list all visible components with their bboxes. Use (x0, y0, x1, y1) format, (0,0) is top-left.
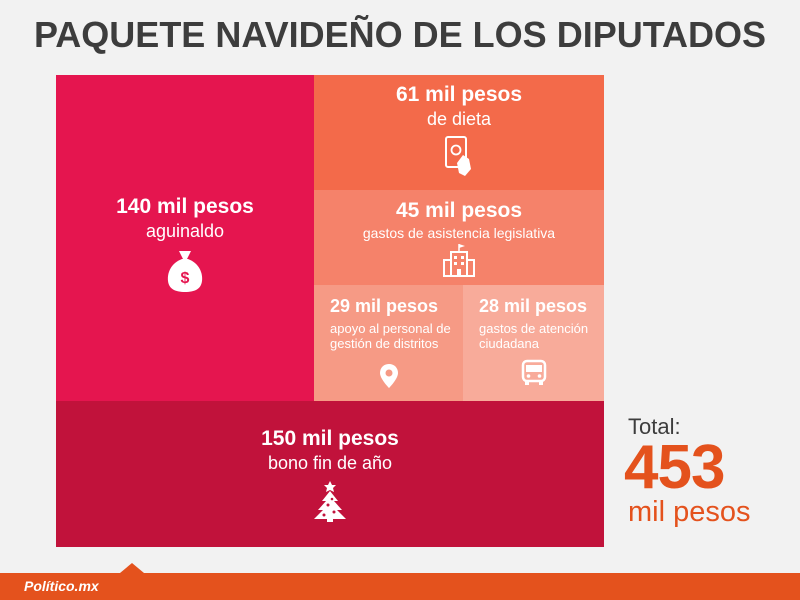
building-icon (442, 242, 476, 283)
tile-label: gastos de asistencia legislativa (362, 225, 556, 241)
money-bag-icon: $ (165, 249, 205, 298)
brand-logo[interactable]: Político.mx (24, 578, 99, 594)
bus-icon (520, 359, 548, 392)
total-value: 453 (624, 433, 725, 502)
tile-atencion: 28 mil pesos gastos de atención ciudadan… (463, 285, 604, 401)
christmas-tree-icon (311, 479, 349, 528)
tile-label: de dieta (426, 109, 492, 129)
hand-phone-icon (443, 135, 475, 182)
tile-label: gastos de atención ciudadana (479, 321, 589, 351)
location-pin-icon (379, 363, 399, 394)
total-unit: mil pesos (628, 496, 751, 528)
tile-value: 140 mil pesos (116, 195, 254, 218)
tile-value: 29 mil pesos (330, 296, 439, 316)
tile-value: 61 mil pesos (395, 83, 523, 106)
tile-aguinaldo: 140 mil pesos aguinaldo $ (56, 75, 314, 401)
tile-label: apoyo al personal de gestión de distrito… (330, 321, 451, 351)
tile-apoyo: 29 mil pesos apoyo al personal de gestió… (314, 285, 463, 401)
tile-asistencia: 45 mil pesos gastos de asistencia legisl… (314, 190, 604, 285)
tile-dieta: 61 mil pesos de dieta (314, 75, 604, 190)
total-label: Total: (628, 414, 681, 439)
footer-bar: Político.mx (0, 563, 800, 600)
tile-label: aguinaldo (145, 221, 225, 241)
tile-bono: 150 mil pesos bono fin de año (56, 401, 604, 547)
svg-text:$: $ (181, 270, 190, 287)
tile-label: bono fin de año (267, 453, 393, 473)
tile-value: 150 mil pesos (261, 427, 399, 450)
tile-value: 28 mil pesos (479, 296, 588, 316)
tile-value: 45 mil pesos (395, 199, 523, 222)
page-title: PAQUETE NAVIDEÑO DE LOS DIPUTADOS (33, 14, 767, 55)
footer-notch (120, 563, 144, 573)
